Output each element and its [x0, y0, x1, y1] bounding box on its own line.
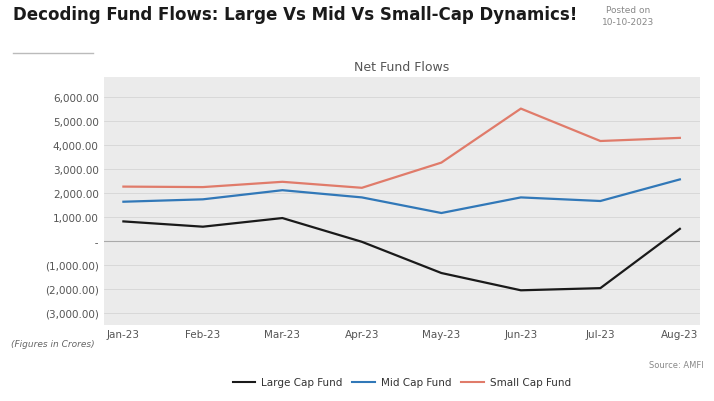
Title: Net Fund Flows: Net Fund Flows: [354, 61, 449, 74]
Text: #SAMSHOTS: #SAMSHOTS: [11, 377, 116, 391]
Text: Source: AMFI: Source: AMFI: [648, 360, 703, 369]
Text: Posted on
10-10-2023: Posted on 10-10-2023: [602, 6, 655, 27]
Text: (Figures in Crores): (Figures in Crores): [11, 339, 94, 348]
Legend: Large Cap Fund, Mid Cap Fund, Small Cap Fund: Large Cap Fund, Mid Cap Fund, Small Cap …: [228, 373, 575, 391]
Text: Decoding Fund Flows: Large Vs Mid Vs Small-Cap Dynamics!: Decoding Fund Flows: Large Vs Mid Vs Sma…: [13, 6, 577, 24]
Text: ✓SAMCO: ✓SAMCO: [631, 377, 703, 391]
